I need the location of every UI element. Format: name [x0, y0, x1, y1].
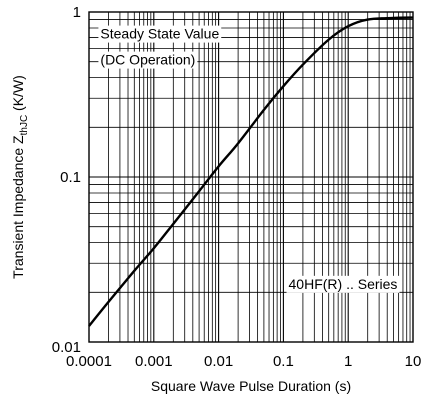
- y-axis-label-main: Transient Impedance Z: [10, 135, 26, 279]
- x-tick-label: 0.0001: [66, 353, 112, 370]
- annotation-text: 40HF(R) .. Series: [289, 276, 398, 292]
- annotation-text: Steady State Value: [100, 26, 219, 42]
- y-axis-label-subscript: thJC: [19, 115, 30, 136]
- x-axis-label: Square Wave Pulse Duration (s): [151, 378, 351, 394]
- y-axis-label: Transient Impedance ZthJC (K/W): [10, 75, 30, 279]
- y-axis-label-unit: (K/W): [10, 75, 26, 115]
- x-tick-labels: 0.0001 0.001 0.01 0.1 1 10: [66, 353, 421, 370]
- y-tick-label: 0.1: [60, 169, 81, 186]
- x-tick-label: 1: [344, 353, 352, 370]
- series-line: [88, 16, 414, 327]
- x-tick-label: 10: [405, 353, 422, 370]
- annotation-text: (DC Operation): [100, 52, 195, 68]
- annotation-background: [286, 275, 400, 293]
- x-tick-label: 0.01: [204, 353, 233, 370]
- y-tick-labels: 0.01 0.1 1: [52, 4, 81, 356]
- plot-frame: [88, 11, 414, 343]
- annotation-background: [98, 25, 222, 43]
- x-tick-label: 0.001: [135, 353, 173, 370]
- annotations: Steady State Value (DC Operation) 40HF(R) …: [100, 26, 397, 292]
- y-tick-label: 0.01: [52, 339, 81, 356]
- y-tick-label: 1: [73, 4, 81, 21]
- annotation-background: [98, 51, 198, 69]
- series-layer: [88, 16, 414, 327]
- annotation-boxes: [98, 25, 400, 293]
- x-tick-label: 0.1: [273, 353, 294, 370]
